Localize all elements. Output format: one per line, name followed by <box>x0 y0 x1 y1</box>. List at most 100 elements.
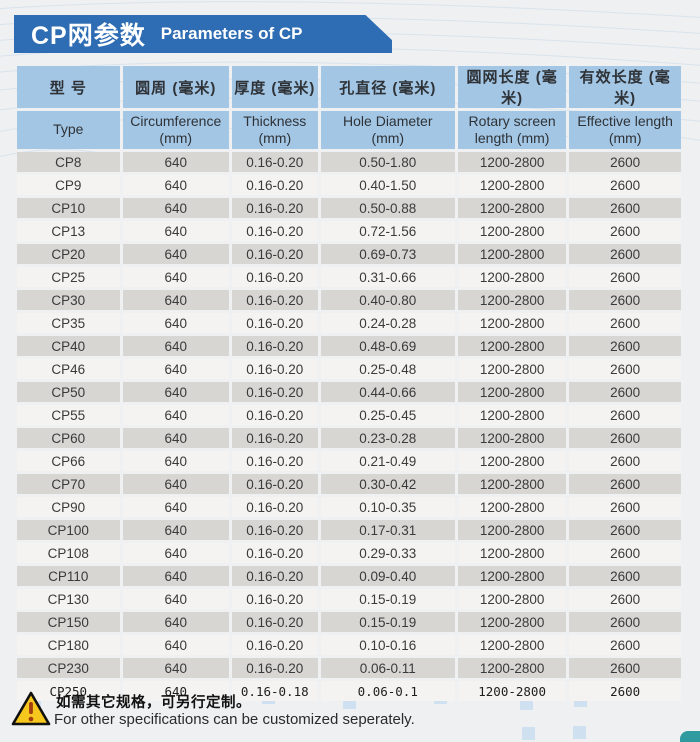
model-cell: CP150 <box>17 612 120 632</box>
value-cell: 640 <box>122 244 229 264</box>
header-cell-en: Rotary screen length (mm) <box>457 111 567 149</box>
value-cell: 2600 <box>569 382 681 402</box>
value-cell: 0.16-0.20 <box>231 221 318 241</box>
value-cell: 2600 <box>569 313 681 333</box>
value-cell: 0.16-0.20 <box>231 359 318 379</box>
value-cell: 0.16-0.20 <box>231 635 318 655</box>
table-row: CP180 640 0.16-0.20 0.10-0.16 1200-2800 2600 <box>17 635 681 655</box>
value-cell: 0.16-0.20 <box>231 428 318 448</box>
value-cell: 0.16-0.20 <box>231 382 318 402</box>
value-cell: 640 <box>122 543 229 563</box>
value-cell: 640 <box>122 612 229 632</box>
value-cell: 640 <box>122 658 229 678</box>
footer-note-english: For other specifications can be customiz… <box>54 711 415 728</box>
table-row: CP35 640 0.16-0.20 0.24-0.28 1200-2800 2600 <box>17 313 681 333</box>
value-cell: 0.15-0.19 <box>320 612 455 632</box>
table-row: CP70 640 0.16-0.20 0.30-0.42 1200-2800 2600 <box>17 474 681 494</box>
page-corner-accent <box>680 731 700 742</box>
value-cell: 640 <box>122 290 229 310</box>
value-cell: 2600 <box>569 405 681 425</box>
table-header: 型 号圆周 (毫米) 厚度 (毫米) 孔直径 (毫米) 圆网长度 (毫米) 有效长度 (… <box>17 66 681 149</box>
value-cell: 2600 <box>569 612 681 632</box>
title-banner: CP网参数 Parameters of CP <box>14 15 392 53</box>
value-cell: 0.21-0.49 <box>320 451 455 471</box>
model-cell: CP130 <box>17 589 120 609</box>
table-row: CP150 640 0.16-0.20 0.15-0.19 1200-2800 2600 <box>17 612 681 632</box>
table-row: CP9 640 0.16-0.20 0.40-1.50 1200-2800 2600 <box>17 175 681 195</box>
value-cell: 2600 <box>569 359 681 379</box>
value-cell: 0.16-0.20 <box>231 198 318 218</box>
value-cell: 1200-2800 <box>457 520 567 540</box>
value-cell: 2600 <box>569 336 681 356</box>
table-row: CP13 640 0.16-0.20 0.72-1.56 1200-2800 2600 <box>17 221 681 241</box>
value-cell: 640 <box>122 152 229 172</box>
value-cell: 0.10-0.16 <box>320 635 455 655</box>
value-cell: 640 <box>122 336 229 356</box>
value-cell: 0.16-0.20 <box>231 474 318 494</box>
value-cell: 1200-2800 <box>457 290 567 310</box>
value-cell: 640 <box>122 520 229 540</box>
model-cell: CP46 <box>17 359 120 379</box>
table-row: CP110 640 0.16-0.20 0.09-0.40 1200-2800 2600 <box>17 566 681 586</box>
value-cell: 1200-2800 <box>457 313 567 333</box>
header-cell-zh: 圆网长度 (毫米) <box>457 66 567 108</box>
table-body: CP8 640 0.16-0.20 0.50-1.80 1200-2800 2600 CP9… <box>17 152 681 701</box>
value-cell: 0.24-0.28 <box>320 313 455 333</box>
model-cell: CP90 <box>17 497 120 517</box>
model-cell: CP30 <box>17 290 120 310</box>
value-cell: 0.69-0.73 <box>320 244 455 264</box>
value-cell: 2600 <box>569 520 681 540</box>
table-row: CP230 640 0.16-0.20 0.06-0.11 1200-2800 2600 <box>17 658 681 678</box>
value-cell: 1200-2800 <box>457 497 567 517</box>
value-cell: 640 <box>122 497 229 517</box>
header-cell-zh: 孔直径 (毫米) <box>320 66 455 108</box>
value-cell: 2600 <box>569 543 681 563</box>
value-cell: 640 <box>122 267 229 287</box>
value-cell: 0.48-0.69 <box>320 336 455 356</box>
model-cell: CP100 <box>17 520 120 540</box>
value-cell: 640 <box>122 198 229 218</box>
value-cell: 1200-2800 <box>457 198 567 218</box>
value-cell: 0.50-0.88 <box>320 198 455 218</box>
table-row: CP66 640 0.16-0.20 0.21-0.49 1200-2800 2600 <box>17 451 681 471</box>
value-cell: 0.16-0.20 <box>231 267 318 287</box>
value-cell: 0.16-0.20 <box>231 451 318 471</box>
parameters-table: 型 号圆周 (毫米) 厚度 (毫米) 孔直径 (毫米) 圆网长度 (毫米) 有效长度 (… <box>14 63 684 704</box>
value-cell: 0.25-0.45 <box>320 405 455 425</box>
header-cell-zh: 有效长度 (毫米) <box>569 66 681 108</box>
table-row: CP50 640 0.16-0.20 0.44-0.66 1200-2800 2600 <box>17 382 681 402</box>
value-cell: 2600 <box>569 681 681 701</box>
value-cell: 0.06-0.1 <box>320 681 455 701</box>
header-cell-zh: 型 号 <box>17 66 120 108</box>
value-cell: 1200-2800 <box>457 451 567 471</box>
table-row: CP55 640 0.16-0.20 0.25-0.45 1200-2800 2600 <box>17 405 681 425</box>
model-cell: CP110 <box>17 566 120 586</box>
value-cell: 1200-2800 <box>457 612 567 632</box>
value-cell: 0.16-0.20 <box>231 658 318 678</box>
value-cell: 1200-2800 <box>457 589 567 609</box>
value-cell: 2600 <box>569 474 681 494</box>
model-cell: CP9 <box>17 175 120 195</box>
value-cell: 640 <box>122 175 229 195</box>
value-cell: 0.16-0.20 <box>231 313 318 333</box>
value-cell: 1200-2800 <box>457 359 567 379</box>
deco-square <box>522 727 535 740</box>
model-cell: CP8 <box>17 152 120 172</box>
value-cell: 640 <box>122 566 229 586</box>
header-cell-en: Circumference (mm) <box>122 111 229 149</box>
table-row: CP250 640 0.16-0.18 0.06-0.1 1200-2800 2600 <box>17 681 681 701</box>
value-cell: 640 <box>122 359 229 379</box>
value-cell: 2600 <box>569 152 681 172</box>
model-cell: CP10 <box>17 198 120 218</box>
model-cell: CP108 <box>17 543 120 563</box>
table-row: CP108 640 0.16-0.20 0.29-0.33 1200-2800 2600 <box>17 543 681 563</box>
value-cell: 0.40-1.50 <box>320 175 455 195</box>
model-cell: CP230 <box>17 658 120 678</box>
table-row: CP130 640 0.16-0.20 0.15-0.19 1200-2800 2600 <box>17 589 681 609</box>
value-cell: 1200-2800 <box>457 543 567 563</box>
value-cell: 640 <box>122 474 229 494</box>
header-cell-zh: 厚度 (毫米) <box>231 66 318 108</box>
value-cell: 1200-2800 <box>457 681 567 701</box>
value-cell: 640 <box>122 428 229 448</box>
